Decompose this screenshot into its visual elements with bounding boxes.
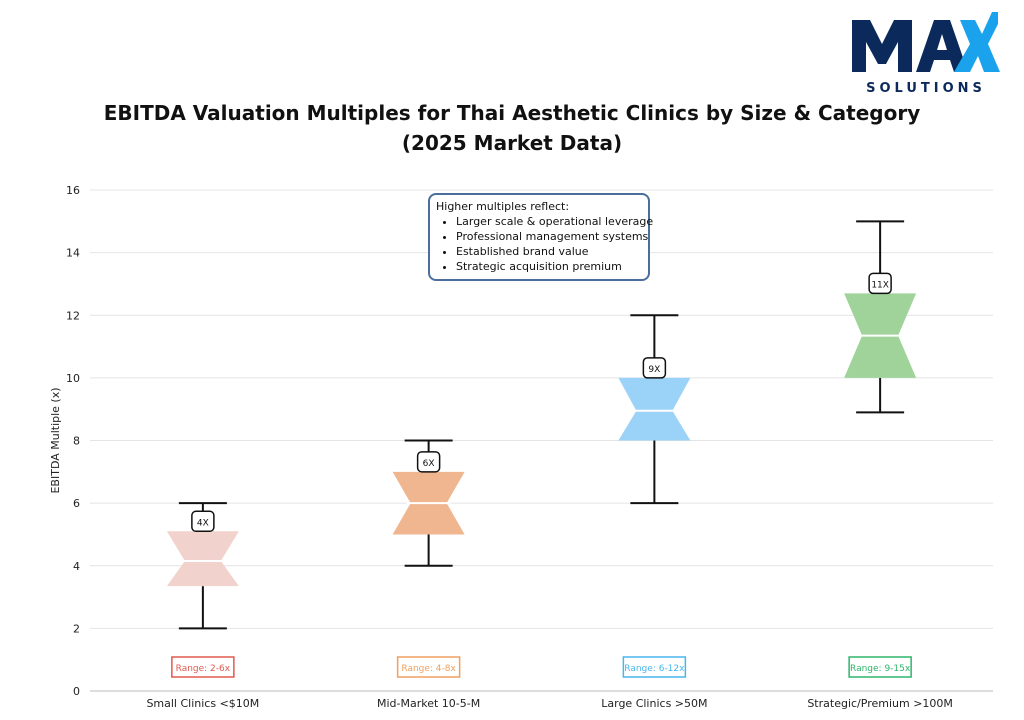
annotation-heading: Higher multiples reflect: <box>436 200 570 213</box>
y-tick-label: 0 <box>73 685 80 698</box>
annotation-item: Larger scale & operational leverage <box>456 214 653 229</box>
chart-title-line-2: (2025 Market Data) <box>401 131 623 155</box>
logo-tagline: SOLUTIONS <box>866 81 986 96</box>
box-group: 9X Range: 6-12x <box>618 314 691 678</box>
range-label-box <box>848 656 912 678</box>
range-label-box <box>396 656 461 678</box>
annotation-list: Larger scale & operational leverage Prof… <box>436 214 653 274</box>
range-label-box <box>171 656 235 678</box>
y-tick-label: 4 <box>73 560 80 573</box>
annotation-item: Professional management systems <box>456 229 648 244</box>
median-label: 4X <box>197 518 209 528</box>
median-label: 11X <box>871 280 889 290</box>
box-group: 11X Range: 9-15x <box>844 220 917 678</box>
y-tick-label: 16 <box>66 184 80 197</box>
x-axis: Small Clinics <$10M Mid-Market 10-5-M Larg… <box>146 697 952 710</box>
median-label-box <box>868 272 892 295</box>
y-tick-label: 2 <box>73 622 80 635</box>
box <box>618 377 691 441</box>
x-category-label: Mid-Market 10-5-M <box>377 697 480 710</box>
box-group: 6X Range: 4-8x <box>392 439 465 678</box>
box-group: 4X Range: 2-6x <box>166 502 239 678</box>
y-tick-label: 14 <box>66 247 80 260</box>
median-label: 9X <box>648 365 660 375</box>
x-category-label: Large Clinics >50M <box>601 697 707 710</box>
median-label-box <box>642 357 667 379</box>
median-label-box <box>191 510 215 533</box>
annotation-box: Higher multiples reflect: Larger scale &… <box>428 193 653 281</box>
y-tick-label: 12 <box>66 309 80 322</box>
x-category-label: Small Clinics <$10M <box>146 697 259 710</box>
y-axis: 0 2 4 6 8 10 12 14 16 EBITDA Multiple (x) <box>49 184 80 698</box>
gridlines <box>90 189 993 692</box>
box <box>166 531 239 587</box>
range-label-box <box>622 656 687 678</box>
range-label: Range: 6-12x <box>624 664 685 674</box>
range-label: Range: 2-6x <box>176 664 231 674</box>
x-category-label: Strategic/Premium >100M <box>807 697 953 710</box>
boxes: 4X Range: 2-6x 6X Range: 4-8x 9X Range: 6-12x… <box>166 220 917 678</box>
annotation-item: Established brand value <box>456 244 642 259</box>
y-tick-label: 8 <box>73 435 80 448</box>
annotation-item: Strategic acquisition premium <box>456 259 642 274</box>
max-solutions-logo: SOLUTIONS <box>852 12 1000 96</box>
y-tick-label: 6 <box>73 497 80 510</box>
logo-x-letter <box>954 12 1000 72</box>
chart-title-line-1: EBITDA Valuation Multiples for Thai Aest… <box>103 101 921 125</box>
median-label: 6X <box>423 459 435 469</box>
range-label: Range: 9-15x <box>850 664 911 674</box>
median-label-box <box>416 451 441 473</box>
y-axis-label: EBITDA Multiple (x) <box>49 387 62 493</box>
range-label: Range: 4-8x <box>401 664 456 674</box>
logo-a-counter <box>937 34 947 50</box>
y-tick-label: 10 <box>66 372 80 385</box>
logo-m-letter <box>852 20 912 72</box>
